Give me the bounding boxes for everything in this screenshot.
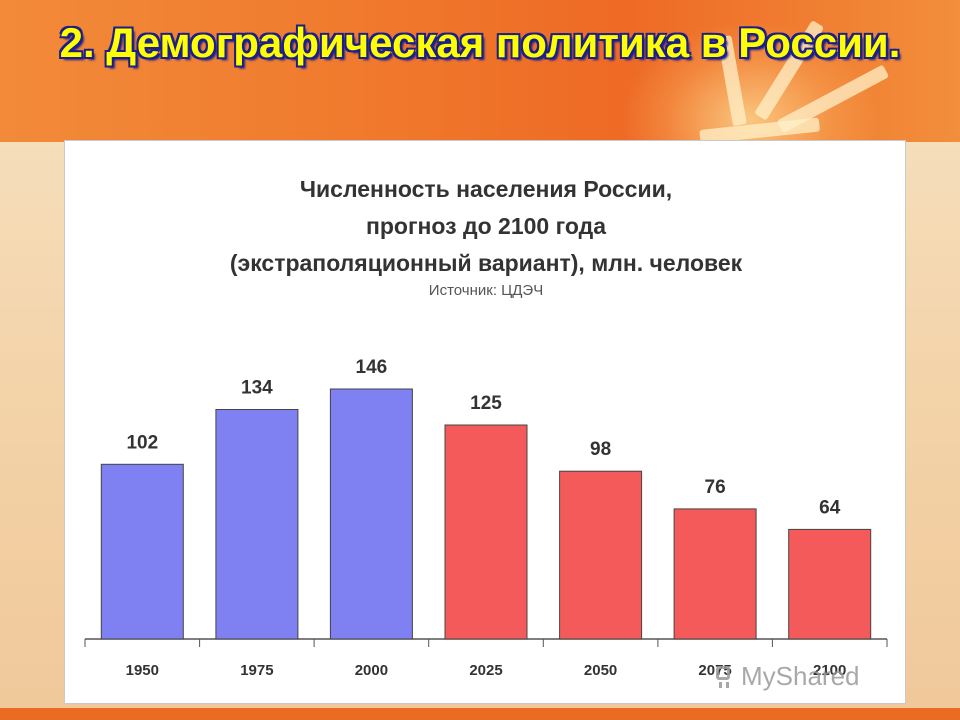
bar xyxy=(673,508,757,640)
chart-title: Численность населения России, прогноз до… xyxy=(65,171,907,282)
bottom-stripe xyxy=(0,708,960,720)
data-label: 64 xyxy=(819,497,841,518)
chart-source: Источник: ЦДЭЧ xyxy=(428,282,544,299)
slide-title: 2. Демографическая политика в России. xyxy=(59,19,901,66)
chart-title-line-3: (экстраполяционный вариант), млн. челове… xyxy=(229,250,743,276)
banner-glow xyxy=(620,20,880,142)
data-label: 134 xyxy=(241,378,273,399)
bar xyxy=(215,409,299,640)
watermark-text: MyShared xyxy=(741,661,860,691)
x-tick-label: 2050 xyxy=(584,662,617,679)
chart-panel: Численность населения России, прогноз до… xyxy=(64,140,906,704)
chart-title-line-1: Численность населения России, xyxy=(299,176,673,202)
title-banner xyxy=(0,0,960,142)
watermark: MyShared xyxy=(713,661,860,692)
x-tick-label: 2100 xyxy=(813,662,846,679)
x-tick-label: 2000 xyxy=(355,662,388,679)
presentation-board-icon xyxy=(713,664,735,690)
data-label: 76 xyxy=(705,477,726,498)
bar xyxy=(444,424,528,640)
x-tick-label: 1975 xyxy=(240,662,273,679)
x-tick-label: 2025 xyxy=(469,662,502,679)
data-label: 98 xyxy=(590,439,611,460)
data-label: 146 xyxy=(356,357,388,378)
bar xyxy=(559,470,643,640)
bar xyxy=(100,463,184,640)
x-tick-label: 1950 xyxy=(126,662,159,679)
data-label: 102 xyxy=(126,432,158,453)
bar-chart: 1021950134197514620001252025982050762075… xyxy=(84,357,888,679)
bar xyxy=(788,528,872,640)
data-label: 125 xyxy=(470,393,502,414)
bar xyxy=(329,388,413,640)
chart-title-line-2: прогноз до 2100 года xyxy=(365,213,607,239)
